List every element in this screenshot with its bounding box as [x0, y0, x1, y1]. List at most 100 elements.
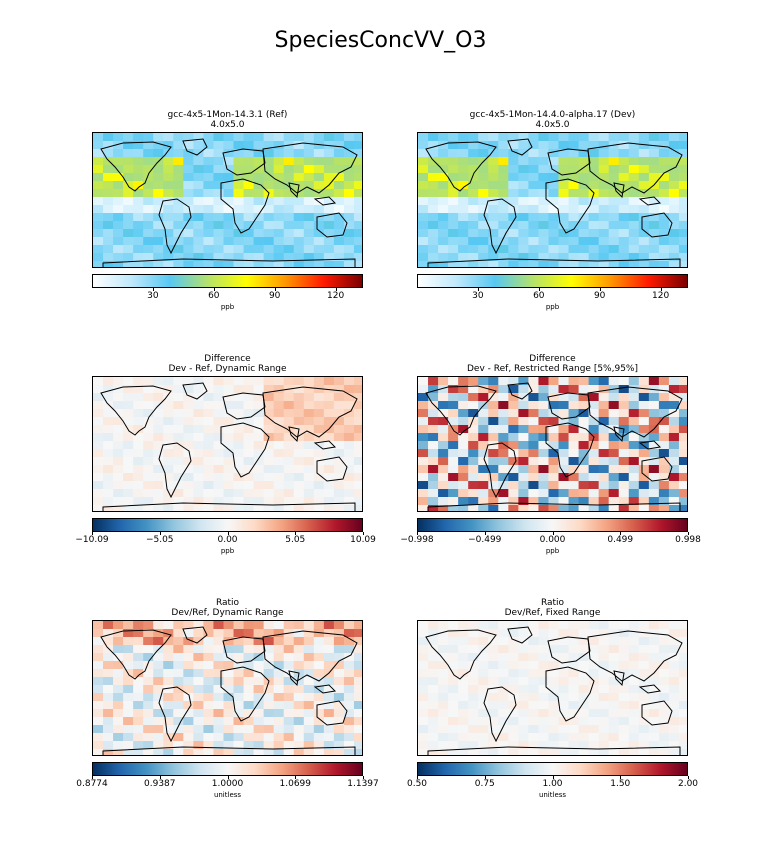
- grid-cell: [193, 133, 204, 142]
- grid-cell: [263, 661, 275, 670]
- grid-cell: [438, 245, 449, 254]
- grid-cell: [123, 465, 134, 474]
- grid-cell: [193, 473, 204, 482]
- grid-cell: [293, 733, 305, 742]
- grid-cell: [588, 701, 600, 710]
- grid-cell: [273, 261, 285, 267]
- grid-cell: [203, 441, 214, 450]
- grid-cell: [618, 629, 630, 638]
- grid-cell: [658, 245, 670, 254]
- grid-cell: [213, 189, 224, 198]
- grid-cell: [678, 165, 687, 174]
- grid-cell: [153, 441, 164, 450]
- grid-cell: [353, 157, 362, 166]
- grid-cell: [293, 465, 305, 474]
- grid-cell: [548, 725, 560, 734]
- grid-cell: [558, 401, 570, 410]
- grid-cell: [468, 637, 479, 646]
- grid-cell: [628, 741, 640, 750]
- grid-cell: [203, 417, 214, 426]
- grid-cell: [203, 221, 214, 230]
- grid-cell: [428, 637, 439, 646]
- colorbar-tickmark: [599, 288, 601, 291]
- grid-cell: [488, 457, 499, 466]
- grid-cell: [263, 621, 275, 630]
- grid-cell: [678, 725, 687, 734]
- grid-cell: [233, 749, 245, 755]
- grid-cell: [263, 725, 275, 734]
- grid-cell: [668, 245, 680, 254]
- grid-cell: [233, 489, 245, 498]
- grid-cell: [193, 409, 204, 418]
- grid-cell: [498, 393, 509, 402]
- grid-cell: [608, 433, 620, 442]
- grid-cell: [203, 393, 214, 402]
- grid-cell: [133, 213, 144, 222]
- grid-cell: [578, 181, 590, 190]
- grid-cell: [253, 133, 265, 142]
- grid-cell: [498, 221, 509, 230]
- grid-cell: [508, 385, 519, 394]
- grid-cell: [143, 497, 154, 506]
- grid-cell: [558, 629, 570, 638]
- grid-cell: [143, 133, 154, 142]
- grid-cell: [458, 669, 469, 678]
- grid-cell: [618, 173, 630, 182]
- grid-cell: [578, 669, 590, 678]
- coastline: [222, 148, 266, 176]
- grid-cell: [618, 141, 630, 150]
- grid-cell: [143, 189, 154, 198]
- grid-cell: [223, 237, 235, 246]
- grid-cell: [243, 229, 255, 238]
- coastline: [316, 700, 348, 726]
- grid-cell: [113, 621, 124, 630]
- grid-cell: [153, 685, 164, 694]
- grid-cell: [263, 377, 275, 386]
- grid-cell: [123, 637, 134, 646]
- map-diff-dyn: [92, 376, 363, 512]
- grid-cell: [163, 229, 174, 238]
- grid-cell: [438, 661, 449, 670]
- grid-cell: [233, 505, 245, 511]
- grid-cell: [233, 669, 245, 678]
- grid-cell: [418, 213, 429, 222]
- coastline: [100, 385, 172, 436]
- colorbar-tickmark: [227, 776, 229, 779]
- grid-cell: [283, 245, 295, 254]
- grid-cell: [273, 253, 285, 262]
- grid-cell: [273, 693, 285, 702]
- grid-cell: [498, 685, 509, 694]
- coastline: [427, 502, 681, 511]
- grid-cell: [618, 725, 630, 734]
- grid-cell: [203, 237, 214, 246]
- grid-cell: [658, 417, 670, 426]
- grid-cell: [223, 409, 235, 418]
- grid-cell: [628, 157, 640, 166]
- grid-cell: [213, 205, 224, 214]
- grid-cell: [133, 393, 144, 402]
- grid-cell: [508, 693, 519, 702]
- grid-cell: [153, 505, 164, 511]
- grid-cell: [508, 717, 519, 726]
- grid-cell: [333, 141, 345, 150]
- grid-cell: [478, 717, 489, 726]
- grid-cell: [438, 149, 449, 158]
- grid-cell: [223, 457, 235, 466]
- grid-cell: [143, 725, 154, 734]
- grid-cell: [478, 205, 489, 214]
- grid-cell: [638, 661, 650, 670]
- grid-cell: [153, 149, 164, 158]
- grid-cell: [618, 385, 630, 394]
- grid-cell: [468, 133, 479, 142]
- grid-cell: [213, 701, 224, 710]
- grid-cell: [353, 261, 362, 267]
- grid-cell: [468, 385, 479, 394]
- grid-cell: [343, 229, 355, 238]
- grid-cell: [448, 717, 459, 726]
- grid-cell: [568, 709, 580, 718]
- grid-cell: [233, 645, 245, 654]
- grid-cell: [668, 629, 680, 638]
- grid-cell: [173, 393, 184, 402]
- grid-cell: [568, 261, 580, 267]
- grid-cell: [638, 685, 650, 694]
